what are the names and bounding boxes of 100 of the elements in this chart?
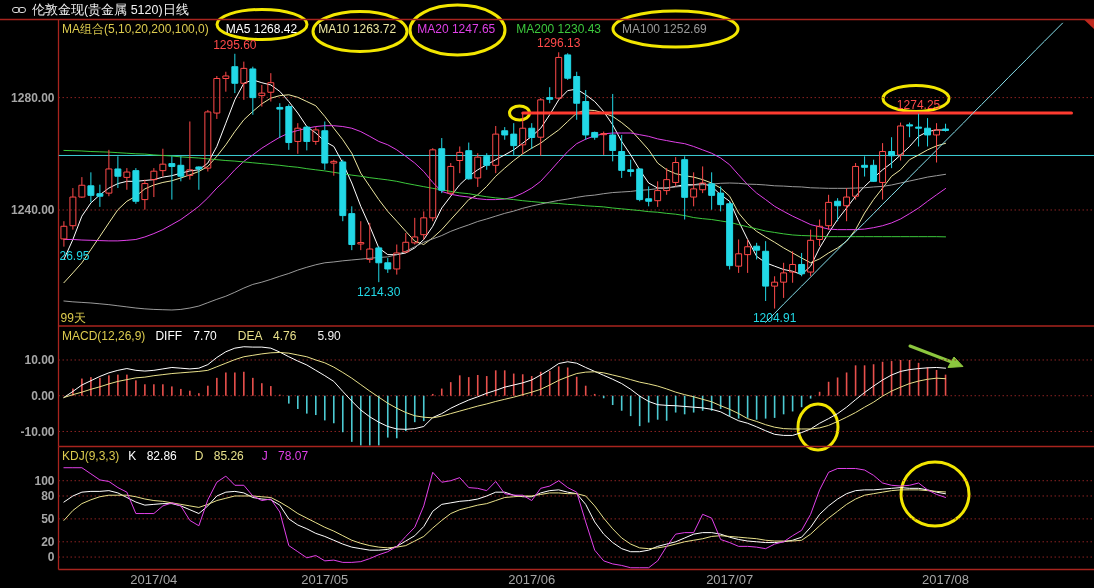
candlestick <box>105 149 113 197</box>
candlestick <box>519 112 527 155</box>
candlestick <box>618 134 626 179</box>
candlestick <box>645 185 653 207</box>
candlestick <box>330 159 338 177</box>
candlestick <box>690 171 698 207</box>
candlestick <box>825 194 833 231</box>
x-tick-label: 2017/05 <box>301 572 349 587</box>
candlestick <box>402 232 410 254</box>
candlestick <box>267 72 275 103</box>
candlestick <box>231 53 239 94</box>
candlestick <box>537 97 545 157</box>
candlestick <box>600 131 608 156</box>
candlestick <box>339 159 347 222</box>
y-tick-label: 10.00 <box>24 353 55 368</box>
candlestick <box>888 136 896 169</box>
candlestick <box>672 156 680 187</box>
candlestick <box>789 250 797 284</box>
candlestick <box>474 152 482 188</box>
candlestick <box>915 113 923 147</box>
legend: KDJ(9,3,3) K 82.86 D 85.26 J 78.07 <box>62 449 309 463</box>
candlestick <box>753 242 761 260</box>
candlestick <box>879 142 887 201</box>
candlestick <box>150 167 158 198</box>
candlestick <box>258 84 266 108</box>
candlestick <box>492 125 500 174</box>
candlestick <box>447 162 455 196</box>
y-tick-label: 80 <box>41 489 55 504</box>
candlestick <box>906 122 914 138</box>
line-series <box>63 467 947 569</box>
candlestick <box>411 217 419 246</box>
candlestick <box>627 159 635 178</box>
y-tick-label: 0 <box>47 550 55 565</box>
candlestick <box>375 245 383 283</box>
candlestick <box>636 167 644 202</box>
candlestick <box>465 142 473 181</box>
candlestick <box>510 122 518 156</box>
candlestick <box>393 244 401 276</box>
text: DEA 4.76 <box>237 328 297 343</box>
candlestick <box>546 86 554 104</box>
candlestick <box>438 137 446 194</box>
y-tick-label: 20 <box>41 535 55 550</box>
candlestick <box>159 148 167 178</box>
candlestick <box>735 238 743 274</box>
candlestick <box>726 200 734 271</box>
candlestick <box>429 147 437 222</box>
candlestick <box>123 167 131 191</box>
annotation: 1295.60 <box>213 37 257 52</box>
candlestick <box>285 103 293 151</box>
candlestick <box>897 122 905 162</box>
candlestick <box>366 222 374 264</box>
candlestick <box>348 205 356 251</box>
candlestick <box>501 126 509 141</box>
candlestick <box>303 125 311 151</box>
candlestick <box>249 66 257 116</box>
candlestick <box>654 180 662 208</box>
x-tick-label: 2017/08 <box>922 572 970 587</box>
candlestick <box>798 252 806 277</box>
candlestick <box>195 165 203 191</box>
candlestick <box>483 152 491 171</box>
x-tick-label: 2017/04 <box>130 572 178 587</box>
candlestick <box>708 171 716 211</box>
candlestick <box>573 71 581 121</box>
candlestick <box>528 122 536 150</box>
annotation: 1296.13 <box>537 36 581 51</box>
candlestick <box>780 262 788 299</box>
candlestick <box>807 229 815 277</box>
candlestick <box>744 238 752 274</box>
candlestick <box>186 120 194 181</box>
candlestick <box>168 155 176 201</box>
text: MACD(12,26,9) <box>62 328 146 343</box>
candlestick <box>456 145 464 174</box>
y-tick-label: -10.00 <box>20 424 55 439</box>
candlestick <box>177 155 185 182</box>
chart-title: 伦敦金现(贵金属 5120)日线 <box>32 3 189 17</box>
candlestick <box>663 167 671 196</box>
candlestick <box>771 275 779 310</box>
y-tick-label: 50 <box>41 512 55 527</box>
candlestick <box>762 240 770 302</box>
candlestick <box>312 126 320 146</box>
candlestick <box>852 162 860 201</box>
candlestick <box>141 179 149 211</box>
y-tick-label: 1280.00 <box>11 90 55 105</box>
candlestick <box>609 93 617 162</box>
candlestick <box>870 159 878 183</box>
candlestick <box>240 61 248 101</box>
x-tick-label: 2017/06 <box>508 572 556 587</box>
candlestick <box>861 155 869 178</box>
candlestick <box>114 155 122 189</box>
candlestick <box>834 197 842 222</box>
candlestick <box>321 120 329 171</box>
annotation: 1214.30 <box>357 284 401 299</box>
y-tick-label: 0.00 <box>31 389 55 404</box>
text: 5.90 <box>317 328 341 343</box>
candlestick <box>384 257 392 274</box>
candlestick <box>555 51 563 101</box>
candlestick <box>582 89 590 141</box>
annotation: 99天 <box>60 310 86 325</box>
candlestick <box>681 155 689 221</box>
candlestick <box>213 75 221 120</box>
